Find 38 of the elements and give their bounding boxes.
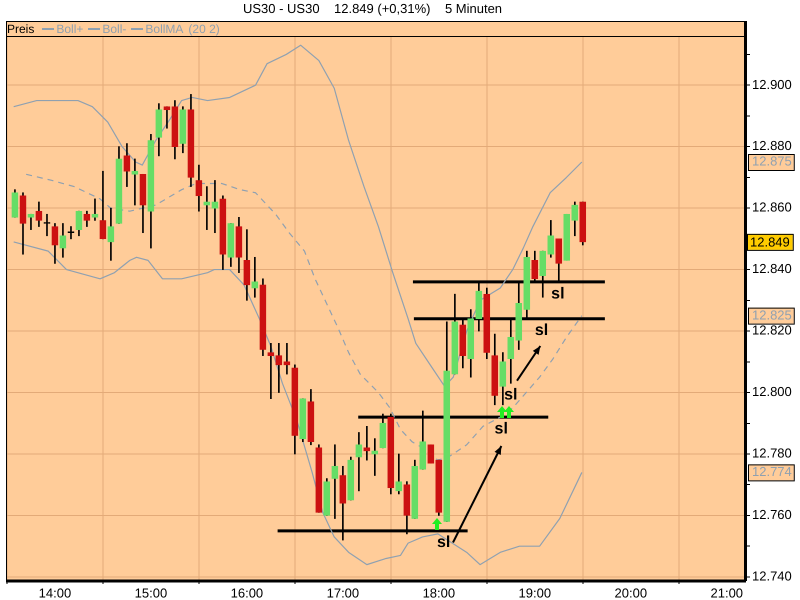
candlestick [44, 214, 50, 236]
y-tick-label: 12.825 [752, 307, 792, 322]
x-tick-label: 18:00 [422, 585, 456, 600]
legend-label: BollMA [145, 22, 184, 36]
x-tick-label: 14:00 [38, 585, 72, 600]
y-axis-title: Preis [7, 22, 34, 36]
chart-title: US30 - US30 12.849 (+0,31%) 5 Minuten [242, 1, 504, 16]
x-tick-label: 17:00 [326, 585, 360, 600]
y-tick-label: 12.900 [752, 76, 792, 92]
y-tick-label: 12.774 [752, 464, 792, 480]
annotation: sl [436, 534, 450, 552]
y-tick-label: 12.840 [752, 261, 792, 276]
text: 12.849 [750, 234, 790, 250]
annotation: sl [534, 322, 548, 340]
line-series [26, 174, 582, 461]
annotation: sl [494, 420, 508, 438]
legend-label: Boll- [102, 22, 126, 36]
annotation: sl [551, 285, 565, 302]
annotation: sl [504, 386, 518, 404]
x-tick-label: 21:00 [710, 585, 744, 600]
candlestick [92, 198, 98, 221]
y-tick-label: 12.875 [752, 154, 792, 169]
candlestick [212, 180, 218, 234]
x-tick-label: 19:00 [518, 585, 552, 600]
candlestick [28, 214, 34, 230]
y-tick-label: 12.860 [752, 200, 792, 215]
x-tick-label: 16:00 [230, 585, 264, 600]
legend-label: Boll+ [56, 22, 84, 36]
y-tick-label: 12.740 [752, 568, 792, 584]
x-tick-label: 15:00 [134, 585, 168, 600]
y-tick-label: 12.780 [752, 446, 792, 461]
candlestick [164, 106, 170, 129]
y-tick-label: 12.800 [752, 384, 792, 400]
legend-title: (20 2) [188, 22, 220, 36]
y-tick-label: 12.760 [752, 507, 792, 522]
y-tick-label: 12.880 [752, 138, 792, 154]
x-tick-label: 20:00 [614, 585, 648, 600]
y-tick-label: 12.820 [752, 322, 792, 338]
